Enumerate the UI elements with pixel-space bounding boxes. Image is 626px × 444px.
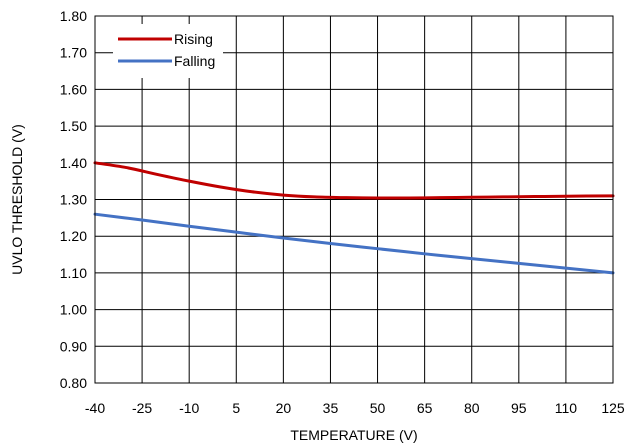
y-tick-label: 1.00	[60, 302, 87, 318]
x-tick-label: 35	[323, 400, 339, 416]
x-tick-label: 80	[464, 400, 480, 416]
y-tick-label: 0.90	[60, 338, 87, 354]
x-tick-label: -10	[179, 400, 199, 416]
legend-background	[113, 24, 223, 78]
y-tick-label: 1.10	[60, 265, 87, 281]
y-tick-labels: 0.80 0.90 1.00 1.10 1.20 1.30 1.40 1.50 1.60 1.70…	[60, 8, 87, 391]
legend: Rising Falling	[113, 24, 223, 78]
legend-label-rising: Rising	[174, 31, 213, 47]
plot-frame	[94, 15, 614, 384]
series-line-falling	[93, 212, 615, 275]
series-line-rising	[93, 161, 615, 200]
y-tick-label: 1.50	[60, 118, 87, 134]
y-tick-label: 0.80	[60, 375, 87, 391]
x-tick-label: -40	[85, 400, 105, 416]
x-tick-label: 5	[232, 400, 240, 416]
y-tick-label: 1.80	[60, 8, 87, 24]
x-tick-labels: -40 -25 -10 5 20 35 50 65 80 95 110 125	[85, 400, 625, 416]
y-tick-label: 1.20	[60, 228, 87, 244]
x-tick-label: 20	[276, 400, 292, 416]
y-tick-label: 1.60	[60, 81, 87, 97]
legend-label-falling: Falling	[174, 53, 215, 69]
x-tick-label: 110	[555, 400, 578, 416]
y-tick-label: 1.30	[60, 192, 87, 208]
x-axis-label: TEMPERATURE (V)	[290, 427, 417, 443]
series-lines	[93, 161, 615, 275]
x-tick-label: 50	[370, 400, 386, 416]
y-tick-label: 1.70	[60, 45, 87, 61]
y-axis-label: UVLO THRESHOLD (V)	[9, 124, 25, 275]
x-tick-label: 95	[511, 400, 527, 416]
y-tick-label: 1.40	[60, 155, 87, 171]
x-tick-label: 125	[601, 400, 625, 416]
x-tick-label: 65	[417, 400, 433, 416]
x-tick-label: -25	[132, 400, 152, 416]
